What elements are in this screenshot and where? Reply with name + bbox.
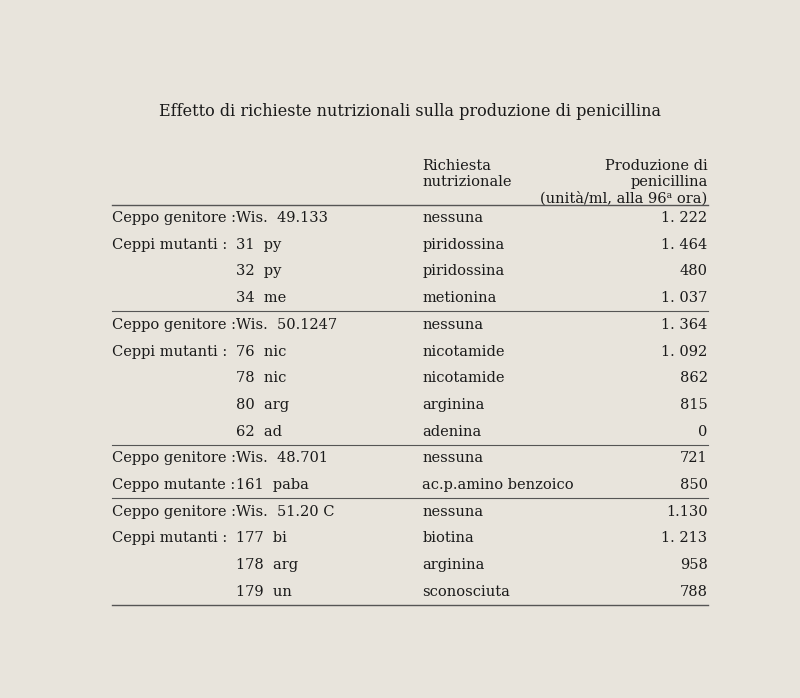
Text: nessuna: nessuna [422,505,483,519]
Text: nessuna: nessuna [422,452,483,466]
Text: 721: 721 [680,452,708,466]
Text: 78  nic: 78 nic [237,371,286,385]
Text: nessuna: nessuna [422,318,483,332]
Text: Richiesta
nutrizionale: Richiesta nutrizionale [422,159,512,189]
Text: 862: 862 [680,371,708,385]
Text: 850: 850 [680,478,708,492]
Text: Effetto di richieste nutrizionali sulla produzione di penicillina: Effetto di richieste nutrizionali sulla … [159,103,661,119]
Text: 1. 213: 1. 213 [662,531,708,545]
Text: Wis.  48.701: Wis. 48.701 [237,452,328,466]
Text: nicotamide: nicotamide [422,345,505,359]
Text: Wis.  51.20 C: Wis. 51.20 C [237,505,335,519]
Text: 32  py: 32 py [237,265,282,279]
Text: 161  paba: 161 paba [237,478,310,492]
Text: arginina: arginina [422,398,485,412]
Text: Wis.  49.133: Wis. 49.133 [237,211,328,225]
Text: 80  arg: 80 arg [237,398,290,412]
Text: Ceppi mutanti :: Ceppi mutanti : [112,531,228,545]
Text: arginina: arginina [422,558,485,572]
Text: nessuna: nessuna [422,211,483,225]
Text: 1. 222: 1. 222 [662,211,708,225]
Text: 76  nic: 76 nic [237,345,286,359]
Text: adenina: adenina [422,424,482,438]
Text: 178  arg: 178 arg [237,558,298,572]
Text: piridossina: piridossina [422,265,505,279]
Text: Ceppo genitore :: Ceppo genitore : [112,211,237,225]
Text: 62  ad: 62 ad [237,424,282,438]
Text: 31  py: 31 py [237,238,282,252]
Text: Ceppo mutante :: Ceppo mutante : [112,478,236,492]
Text: 1.130: 1.130 [666,505,708,519]
Text: Ceppi mutanti :: Ceppi mutanti : [112,238,228,252]
Text: 958: 958 [680,558,708,572]
Text: 179  un: 179 un [237,585,292,599]
Text: piridossina: piridossina [422,238,505,252]
Text: biotina: biotina [422,531,474,545]
Text: 177  bi: 177 bi [237,531,287,545]
Text: ac.p.amino benzoico: ac.p.amino benzoico [422,478,574,492]
Text: nicotamide: nicotamide [422,371,505,385]
Text: 815: 815 [680,398,708,412]
Text: 480: 480 [680,265,708,279]
Text: 0: 0 [698,424,708,438]
Text: Produzione di
penicillina
(unità/ml, alla 96ᵃ ora): Produzione di penicillina (unità/ml, all… [540,159,708,206]
Text: Ceppi mutanti :: Ceppi mutanti : [112,345,228,359]
Text: Wis.  50.1247: Wis. 50.1247 [237,318,338,332]
Text: Ceppo genitore :: Ceppo genitore : [112,318,237,332]
Text: 1. 037: 1. 037 [662,291,708,305]
Text: Ceppo genitore :: Ceppo genitore : [112,452,237,466]
Text: 1. 464: 1. 464 [662,238,708,252]
Text: 788: 788 [680,585,708,599]
Text: 1. 092: 1. 092 [662,345,708,359]
Text: sconosciuta: sconosciuta [422,585,510,599]
Text: 1. 364: 1. 364 [662,318,708,332]
Text: 34  me: 34 me [237,291,286,305]
Text: metionina: metionina [422,291,497,305]
Text: Ceppo genitore :: Ceppo genitore : [112,505,237,519]
